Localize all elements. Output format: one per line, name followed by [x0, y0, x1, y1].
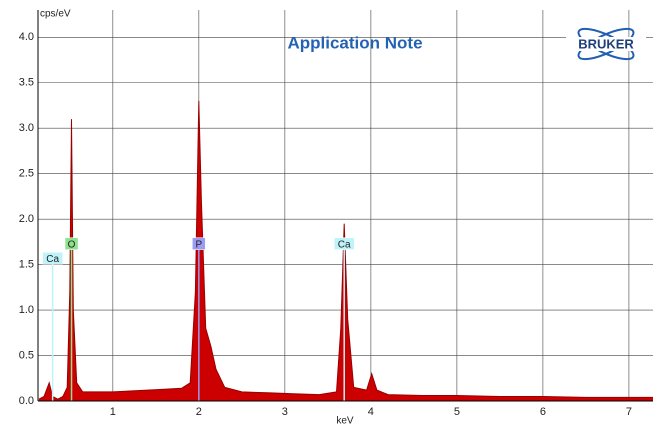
y-tick-label: 4.0 — [19, 31, 34, 43]
annotation-label: Ca — [46, 254, 59, 265]
chart-title: Application Note — [287, 33, 422, 52]
x-tick-label: 1 — [110, 406, 116, 418]
logo-text: BRUKER — [578, 36, 634, 51]
y-axis-label: cps/eV — [40, 9, 71, 20]
y-tick-label: 1.5 — [19, 259, 34, 271]
annotation-box — [333, 237, 355, 250]
logo: BRUKER — [566, 27, 646, 61]
x-axis-label: keV — [336, 416, 354, 424]
spectrum-line — [38, 100, 653, 400]
annotation-box — [64, 237, 79, 250]
annotation-label: P — [196, 239, 203, 250]
logo-ring — [577, 27, 635, 61]
x-tick-label: 2 — [196, 406, 202, 418]
logo-backdrop — [566, 37, 646, 51]
x-tick-label: 4 — [368, 406, 374, 418]
annotation-box — [42, 251, 63, 265]
y-tick-label: 2.5 — [19, 168, 34, 180]
x-tick-label: 5 — [454, 406, 460, 418]
y-tick-label: 2.0 — [19, 213, 34, 225]
x-tick-label: 6 — [540, 406, 546, 418]
y-tick-label: 1.0 — [19, 304, 34, 316]
x-tick-label: 3 — [282, 406, 288, 418]
y-tick-label: 3.5 — [19, 77, 34, 89]
y-tick-label: 0.0 — [19, 395, 34, 407]
annotation-box — [192, 237, 206, 250]
y-tick-label: 0.5 — [19, 349, 34, 361]
x-tick-label: 7 — [626, 406, 632, 418]
spectrum-area — [38, 100, 653, 401]
annotation-label: O — [68, 239, 76, 250]
y-tick-label: 3.0 — [19, 122, 34, 134]
annotation-label: Ca — [338, 239, 351, 250]
logo-ring — [577, 27, 635, 61]
